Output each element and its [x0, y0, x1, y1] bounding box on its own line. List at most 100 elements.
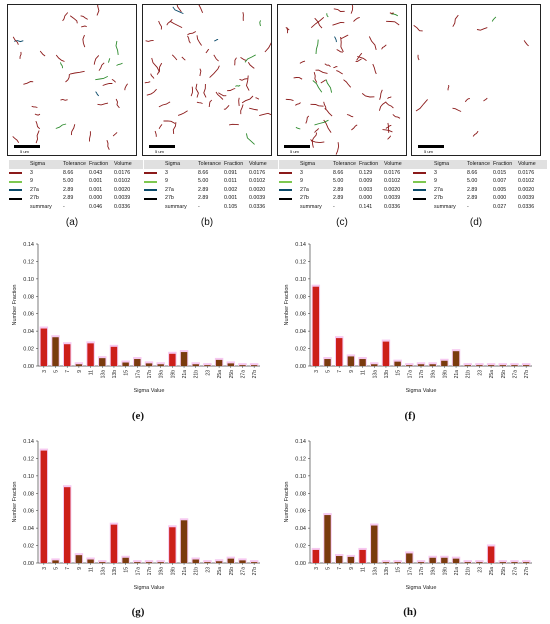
legend-cell: 0.129	[359, 169, 373, 176]
boundary-segment	[483, 97, 488, 102]
boundary-segment	[223, 104, 230, 110]
bar-highlight	[428, 362, 437, 366]
boundary-segment	[452, 14, 459, 27]
bar	[429, 364, 436, 366]
legend-cell: 0.0020	[384, 186, 401, 193]
boundary-segment	[311, 132, 318, 142]
legend-swatch	[413, 172, 426, 175]
boundary-segment	[169, 20, 183, 29]
legend-cell: -	[467, 203, 469, 210]
boundary-segment	[227, 88, 236, 92]
panel-label-f: (f)	[404, 410, 416, 422]
bar-highlight	[156, 560, 165, 563]
legend-cell: 0.001	[224, 195, 238, 202]
legend-cell: 0.141	[359, 203, 373, 210]
bar	[192, 559, 199, 563]
bar-highlight	[156, 362, 165, 366]
legend-cell: 0.0102	[249, 178, 266, 185]
y-tick-label: 0.02	[295, 544, 306, 550]
boundary-segment	[295, 126, 301, 130]
legend-header-cell: Tolerance	[467, 161, 490, 167]
legend-cell: 3	[165, 169, 168, 176]
x-tick-label: 13b	[384, 567, 390, 576]
legend-cell: 0.0039	[518, 195, 535, 202]
boundary-segment	[385, 102, 394, 109]
legend-swatch	[279, 180, 292, 183]
boundary-segment	[82, 34, 86, 48]
bar	[371, 364, 378, 366]
boundary-segment	[151, 57, 161, 73]
legend-swatch	[144, 172, 157, 175]
y-tick-label: 0.10	[295, 474, 306, 480]
bar	[180, 520, 188, 563]
bar	[215, 359, 223, 366]
x-tick-label: 27a	[512, 370, 518, 379]
legend-cell: 2.89	[63, 195, 74, 202]
bar	[417, 364, 425, 366]
legend-cell: 0.0336	[249, 203, 266, 210]
x-tick-label: 19b	[170, 370, 176, 379]
legend-header-cell: Fraction	[359, 161, 379, 167]
bar-highlight	[510, 560, 519, 563]
legend-row: 9 5.00 0.007 0.0102	[413, 177, 547, 186]
boundary-segment	[314, 128, 320, 133]
chart-e: 0.00 0.02 0.04 0.06 0.08 0.10 0.12 0.14 Number F…	[12, 242, 260, 394]
legend-cell: 0.0039	[384, 195, 401, 202]
boundary-segment	[238, 97, 240, 106]
bar	[134, 359, 141, 366]
boundary-segment	[199, 68, 202, 77]
legend-swatch	[279, 197, 292, 200]
bar-highlight	[238, 363, 247, 366]
x-tick-label: 15	[396, 567, 402, 573]
boundary-segment	[95, 91, 100, 97]
boundary-segment	[112, 132, 118, 137]
panel-label-e: (e)	[131, 410, 145, 422]
bar-highlight	[486, 363, 496, 366]
x-tick-label: 19a	[159, 567, 165, 576]
boundary-segment	[19, 51, 22, 59]
x-tick-label: 19b	[170, 567, 176, 576]
boundary-segment	[325, 79, 333, 93]
boundary-segment	[313, 71, 318, 83]
legend-header-cell: Fraction	[493, 161, 513, 167]
bar	[99, 358, 106, 366]
legend-cell: 0.027	[493, 203, 507, 210]
bar	[110, 524, 118, 563]
boundary-map-d	[413, 14, 529, 137]
y-tick-label: 0.12	[23, 456, 34, 462]
boundary-segment	[355, 58, 362, 63]
legend-cell: 5.00	[198, 178, 209, 185]
legend-b: Sigma Tolerance Fraction Volume 3 8.66 0.091 0.…	[144, 160, 278, 212]
y-tick-label: 0.14	[23, 242, 34, 248]
scale-text-a: 5 um	[20, 149, 29, 154]
legend-swatch	[9, 180, 22, 183]
boundary-segment	[198, 5, 204, 13]
boundary-segment	[81, 25, 87, 28]
x-tick-label: 9	[77, 567, 83, 570]
bar	[239, 560, 246, 563]
legend-cell: 0.0176	[114, 169, 131, 176]
legend-cell: 0.0336	[518, 203, 535, 210]
x-tick-label: 25a	[217, 370, 223, 379]
bar	[417, 562, 425, 563]
x-tick-label: 27a	[512, 567, 518, 576]
boundary-segment	[158, 20, 162, 30]
x-tick-label: 11	[361, 370, 367, 375]
x-tick-label: 17b	[147, 370, 153, 379]
boundary-segment	[476, 27, 488, 31]
boundary-segment	[69, 15, 78, 24]
bar	[227, 558, 235, 563]
bar	[52, 337, 59, 366]
bar	[359, 359, 366, 366]
legend-cell: 0.005	[493, 186, 507, 193]
legend-cell: 0.0020	[249, 186, 266, 193]
x-tick-label: 13a	[372, 567, 378, 576]
boundary-segment	[60, 62, 63, 69]
bar	[75, 364, 83, 366]
y-tick-label: 0.08	[295, 294, 306, 300]
bar-highlight	[475, 363, 484, 366]
legend-cell: 0.000	[493, 195, 507, 202]
x-tick-label: 13b	[384, 370, 390, 379]
boundary-segment	[214, 39, 219, 42]
boundary-segment	[95, 75, 108, 81]
